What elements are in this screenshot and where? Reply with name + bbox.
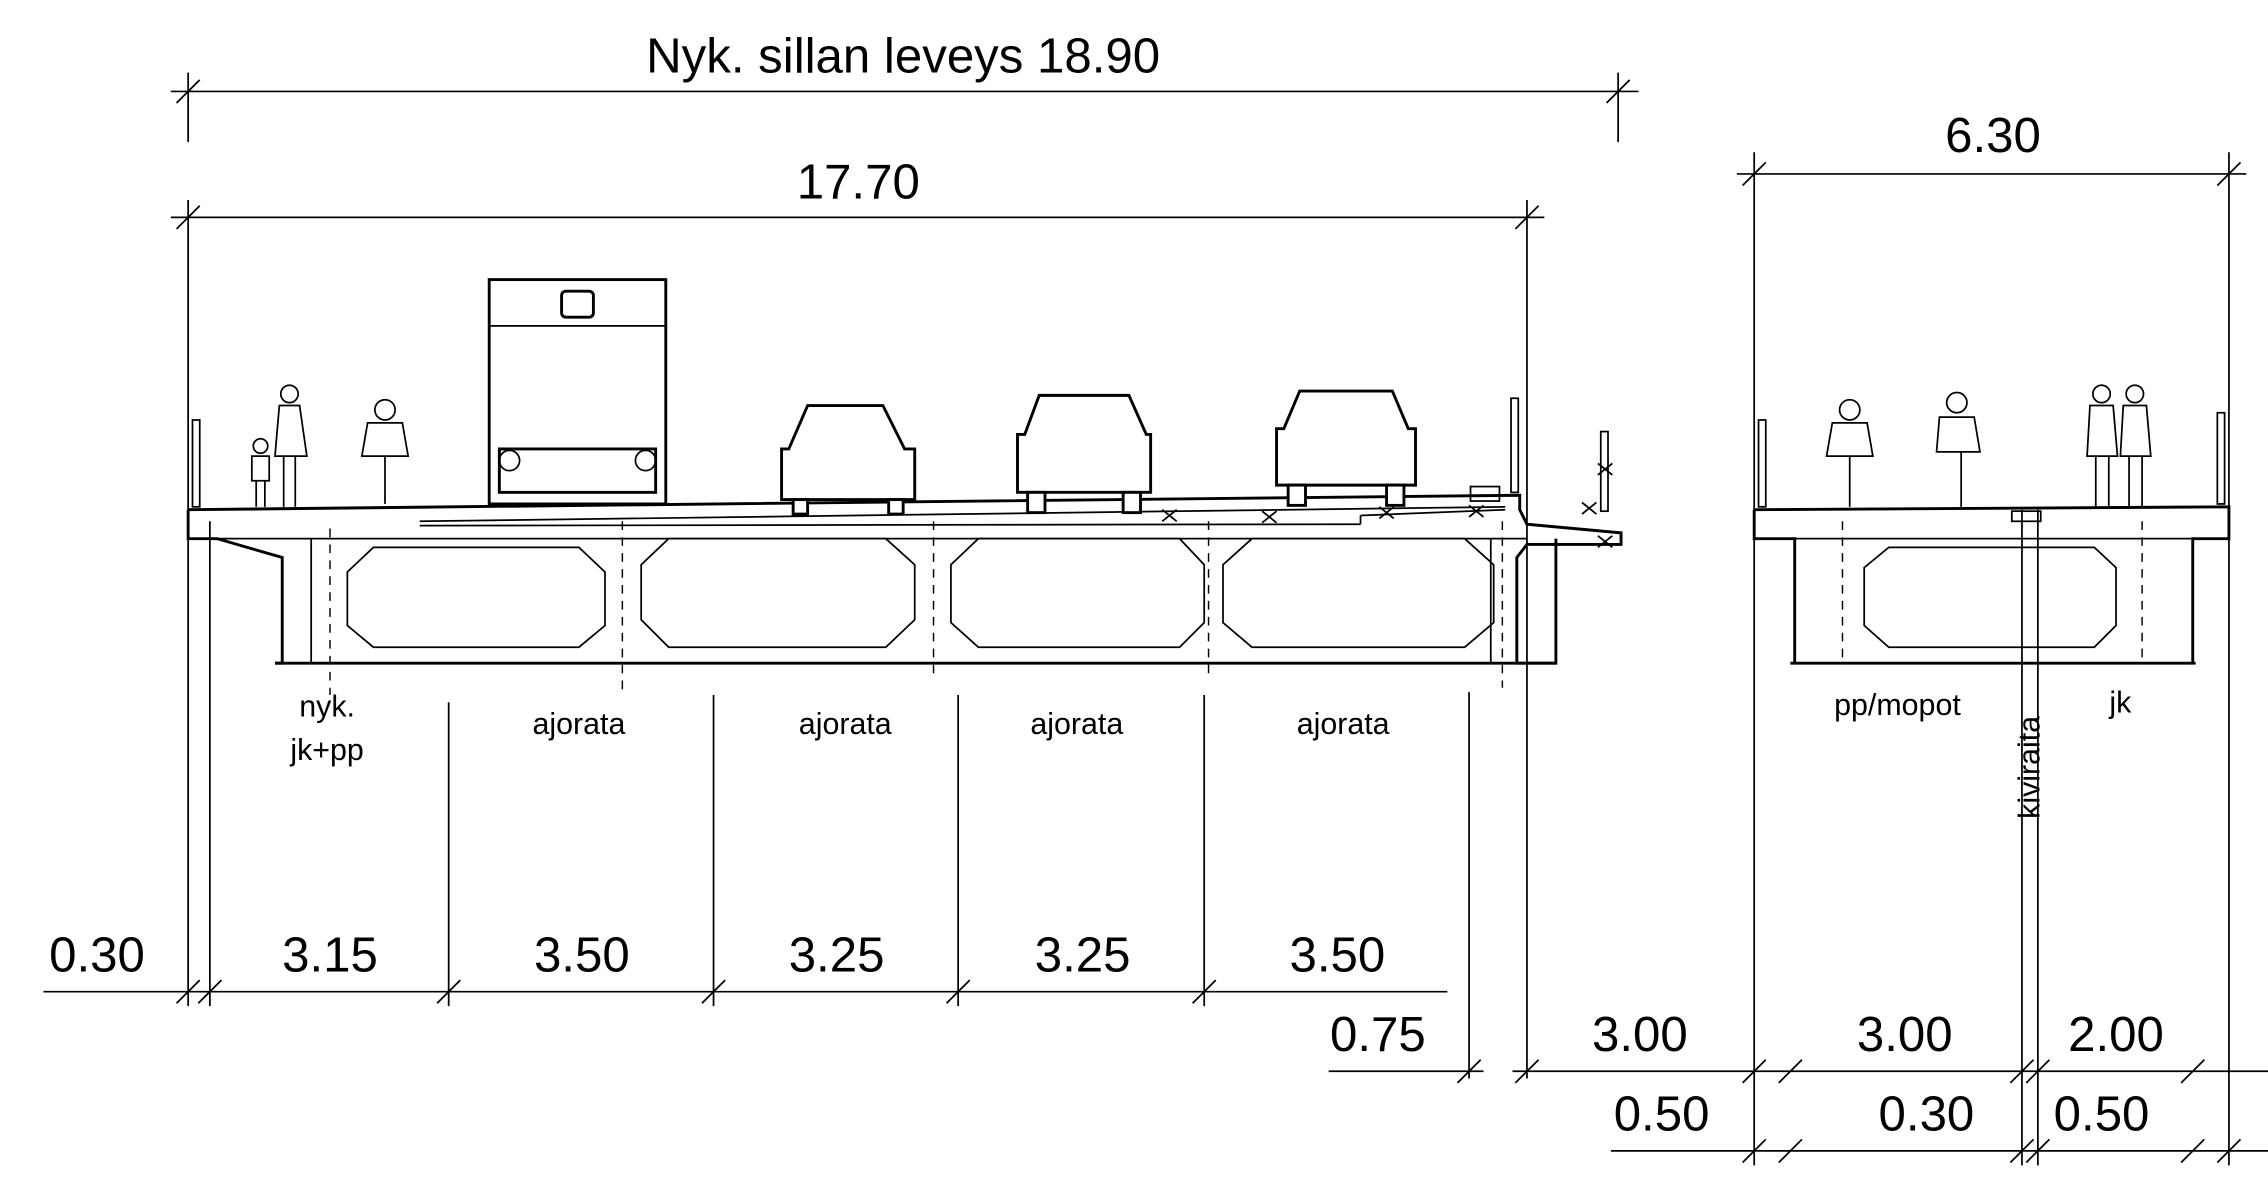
dimension: 3.00 bbox=[1857, 1007, 1953, 1062]
dimension: 3.50 bbox=[534, 927, 630, 982]
dimension: 0.30 bbox=[1879, 1087, 1975, 1142]
lane-label: kiviraita bbox=[2012, 716, 2046, 819]
bridge-cross-section: Nyk. sillan leveys 18.90 17.70 6.30 nyk.… bbox=[0, 0, 2268, 1183]
title: Nyk. sillan leveys 18.90 bbox=[646, 29, 1160, 84]
dimension: 2.00 bbox=[2068, 1007, 2164, 1062]
lane-label: jk+pp bbox=[289, 733, 363, 767]
lane-label: ajorata bbox=[799, 707, 892, 741]
dimension: 3.25 bbox=[789, 927, 885, 982]
dimension: 0.50 bbox=[2054, 1087, 2150, 1142]
dimension: 0.75 bbox=[1330, 1007, 1426, 1062]
dimension: 3.15 bbox=[282, 927, 378, 982]
dimension: 0.50 bbox=[1614, 1087, 1710, 1142]
lane-label: nyk. bbox=[299, 690, 355, 724]
dimension: 0.30 bbox=[49, 927, 145, 982]
lane-label: ajorata bbox=[1030, 707, 1123, 741]
main-width: 17.70 bbox=[797, 155, 920, 210]
dimension: 3.50 bbox=[1289, 927, 1385, 982]
drawing-lines bbox=[43, 73, 2268, 1166]
side-width: 6.30 bbox=[1945, 108, 2041, 163]
lane-label: ajorata bbox=[1297, 707, 1390, 741]
dimension: 3.00 bbox=[1592, 1007, 1688, 1062]
lane-label: jk bbox=[2108, 685, 2132, 719]
dimension: 3.25 bbox=[1035, 927, 1131, 982]
lane-label: ajorata bbox=[532, 707, 625, 741]
lane-label: pp/mopot bbox=[1834, 688, 1961, 722]
page: Nyk. sillan leveys 18.90 17.70 6.30 nyk.… bbox=[0, 0, 2268, 1183]
